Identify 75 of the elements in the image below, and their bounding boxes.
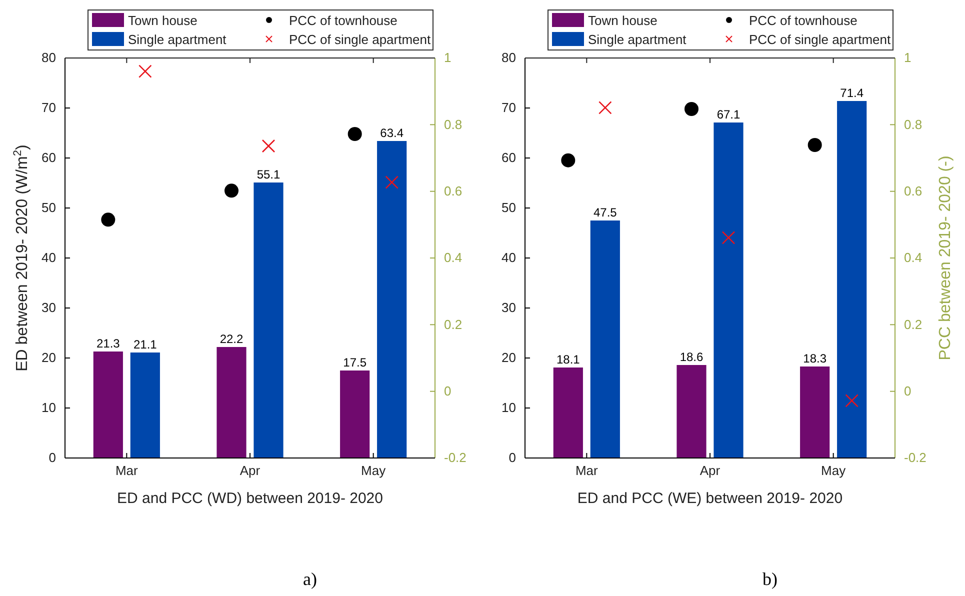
bar [216,347,246,458]
x-tick-label: Apr [700,463,721,478]
y2-tick-label: 0.8 [444,116,462,132]
y-tick-label: 30 [502,300,516,316]
y2-tick-label: 0.2 [444,316,462,332]
y-tick-label: 50 [502,200,516,216]
y-tick-label: 10 [502,400,516,416]
y-tick-label: 0 [48,450,56,466]
legend-label: Town house [128,13,198,28]
y-tick-label: 80 [502,50,516,66]
y2-tick-label: 1 [444,50,452,66]
y-tick-label: 80 [42,50,56,66]
y-tick-label: 0 [508,450,516,466]
y-tick-label: 40 [502,250,516,266]
bar [837,101,867,458]
bar [590,220,620,458]
y-tick-label: 60 [502,150,516,166]
y2-tick-label: 0.2 [904,316,922,332]
bar [676,365,706,458]
y2-tick-label: 0 [904,383,912,398]
data-label: 47.5 [593,206,618,220]
y2-tick-label: -0.2 [904,450,926,466]
data-label: 18.1 [556,352,580,366]
legend-label: Single apartment [128,32,227,47]
text: a) [303,569,317,589]
y2-tick-label: 0 [444,383,452,398]
legend-label: Single apartment [588,32,687,47]
x-tick-label: Mar [115,463,139,478]
y2-tick-label: 0.4 [904,250,922,266]
data-label: 17.5 [343,356,367,370]
data-label: 63.4 [380,126,404,140]
y-tick-label: 30 [42,300,56,316]
y2-tick-label: 0.6 [904,183,922,198]
text: b) [762,569,778,589]
y-tick-label: 70 [502,100,516,116]
y2-tick-label: 0.8 [904,116,922,132]
x-tick-label: May [361,463,386,478]
y-tick-label: 50 [42,200,56,216]
legend-label: PCC of townhouse [749,13,858,28]
x-axis-title: ED and PCC (WE) between 2019- 2020 [577,490,843,507]
data-label: 22.2 [220,332,244,346]
y-tick-label: 10 [42,400,56,416]
data-label: 71.4 [840,86,864,100]
legend-label: Town house [588,13,658,28]
y2-tick-label: 0.4 [444,250,462,266]
legend-label: PCC of single apartment [749,32,892,47]
data-label: 67.1 [716,108,740,122]
bar [714,122,744,458]
data-label: 55.1 [256,168,280,182]
y2-tick-label: -0.2 [444,450,466,466]
x-tick-label: May [821,463,846,478]
y2-axis-title: PCC between 2019- 2020 (-) [937,156,954,360]
y2-tick-label: 0.6 [444,183,462,198]
x-axis-title: ED and PCC (WD) between 2019- 2020 [117,490,383,507]
y-tick-label: 20 [502,350,516,366]
bar [254,182,284,458]
y-tick-label: 70 [42,100,56,116]
bar [800,366,830,458]
legend-label: PCC of single apartment [289,32,432,47]
bar [340,370,370,458]
bar [130,352,160,458]
bar [553,368,583,458]
bar [377,141,407,458]
x-tick-label: Apr [240,463,261,478]
data-label: 18.6 [680,350,704,364]
y-tick-label: 20 [42,350,56,366]
data-label: 21.3 [96,336,120,350]
x-tick-label: Mar [575,463,599,478]
bar [93,352,123,458]
y-tick-label: 60 [42,150,56,166]
y2-tick-label: 1 [904,50,912,66]
y-tick-label: 40 [42,250,56,266]
legend-label: PCC of townhouse [289,13,398,28]
data-label: 18.3 [803,352,827,366]
data-label: 21.1 [133,338,158,352]
